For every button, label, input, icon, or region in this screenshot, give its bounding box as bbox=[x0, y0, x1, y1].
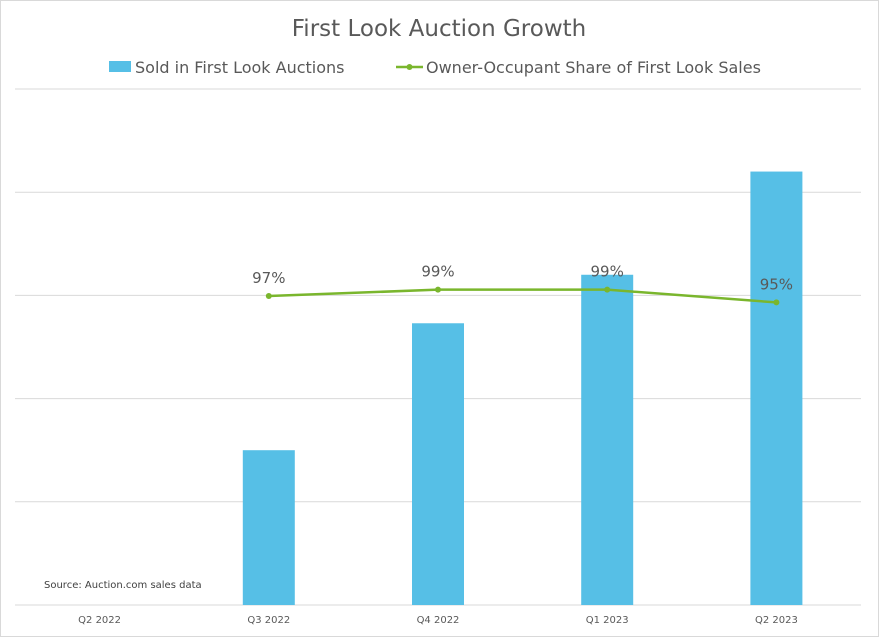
line-point bbox=[435, 286, 441, 293]
x-tick-label: Q4 2022 bbox=[417, 615, 460, 626]
bar bbox=[581, 274, 634, 605]
x-tick-label: Q2 2022 bbox=[78, 615, 121, 626]
x-axis-ticks: Q2 2022 Q3 2022 Q4 2022 Q1 2023 Q2 2023 bbox=[78, 615, 798, 626]
legend: Sold in First Look Auctions Owner-Occupa… bbox=[109, 58, 761, 77]
bars bbox=[242, 171, 803, 605]
data-labels: 97% 99% 99% 95% bbox=[252, 263, 793, 294]
x-tick-label: Q1 2023 bbox=[586, 615, 629, 626]
data-label: 99% bbox=[591, 263, 624, 281]
x-tick-label: Q3 2022 bbox=[247, 615, 290, 626]
owner-occupant-line bbox=[268, 288, 777, 304]
legend-line-label: Owner-Occupant Share of First Look Sales bbox=[426, 58, 761, 77]
line-point bbox=[265, 293, 272, 300]
chart-title: First Look Auction Growth bbox=[292, 16, 586, 42]
line-series bbox=[265, 286, 780, 306]
legend-bar-label: Sold in First Look Auctions bbox=[135, 58, 345, 77]
line-point bbox=[773, 299, 780, 306]
bar bbox=[750, 171, 803, 605]
data-label: 95% bbox=[760, 275, 793, 293]
line-point bbox=[604, 286, 611, 293]
x-tick-label: Q2 2023 bbox=[755, 615, 798, 626]
data-label: 97% bbox=[252, 269, 285, 287]
legend-line-marker bbox=[406, 64, 413, 70]
data-label: 99% bbox=[421, 263, 454, 281]
source-note: Source: Auction.com sales data bbox=[44, 580, 202, 591]
legend-bar-swatch bbox=[109, 61, 131, 72]
bar bbox=[412, 323, 464, 605]
bar bbox=[242, 450, 295, 605]
